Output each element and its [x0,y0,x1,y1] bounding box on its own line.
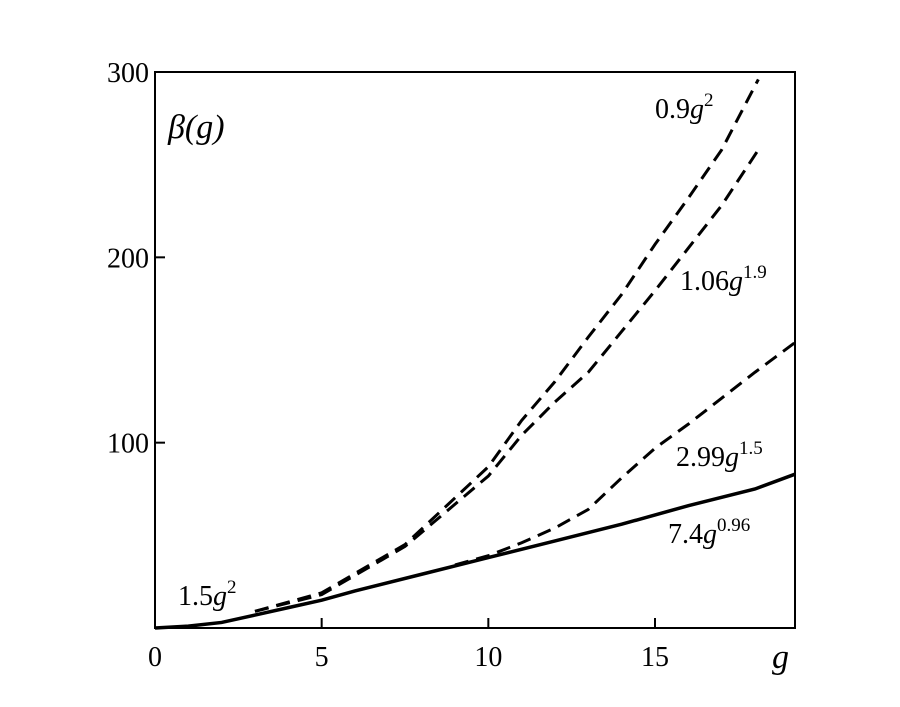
label-exp: 2 [227,577,237,598]
series-line [254,78,760,613]
plot-frame [154,71,796,629]
series-line [154,472,796,630]
series-line [454,341,796,567]
label-coef: 1.5 [178,581,213,612]
label-var: g [729,266,743,297]
curve-label: 0.9g2 [655,90,714,125]
label-exp: 1.9 [743,262,767,283]
label-var: g [690,94,704,125]
x-tick-label: 15 [641,642,669,673]
label-exp: 1.5 [739,438,763,459]
y-tick-label: 300 [107,58,149,89]
annotation: 1.5g2 [178,577,237,612]
x-axis-label: g [772,639,789,676]
curve-label: 1.06g1.9 [680,262,767,297]
label-coef: 0.9 [655,94,690,125]
curve-label: 2.99g1.5 [676,438,763,473]
label-var: g [703,519,717,550]
y-axis-label: β(g) [167,109,225,146]
label-coef: 2.99 [676,442,725,473]
label-coef: 7.4 [668,519,703,550]
label-coef: 1.06 [680,266,729,297]
x-tick-label: 5 [315,642,329,673]
y-tick-label: 100 [107,429,149,460]
label-var: g [725,442,739,473]
curve-label: 7.4g0.96 [668,515,750,550]
label-exp: 2 [704,90,714,111]
series-line [254,149,760,613]
x-tick-label: 10 [474,642,502,673]
x-tick-label: 0 [148,642,162,673]
label-exp: 0.96 [717,515,750,536]
y-tick-label: 200 [107,243,149,274]
label-var: g [213,581,227,612]
